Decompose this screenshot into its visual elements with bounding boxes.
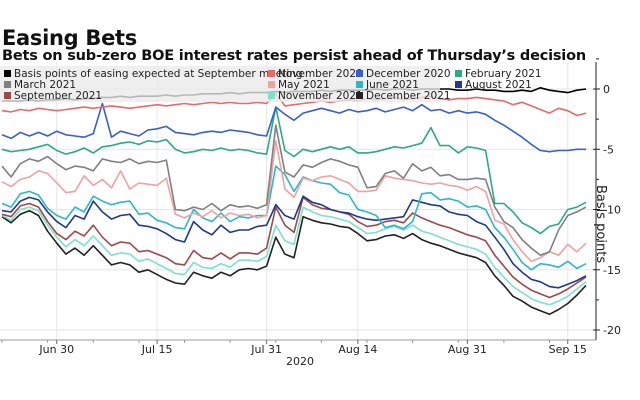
x-tick-label: Jun 30 (38, 343, 74, 356)
series-line-november-2020 (1, 93, 587, 117)
legend-swatch (356, 92, 363, 99)
series-line-december-2020 (1, 102, 586, 153)
x-tick-label: Jul 31 (250, 343, 282, 356)
legend-label: September 2021 (14, 90, 103, 102)
y-axis-label: Basis points (593, 185, 608, 264)
legend: Basis points of easing expected at Septe… (0, 66, 542, 102)
legend-swatch (455, 81, 462, 88)
y-tick-label: -20 (603, 324, 621, 337)
legend-item: November 2020 (268, 69, 363, 80)
x-axis-label: 2020 (286, 355, 314, 368)
legend-label: May 2021 (278, 79, 330, 91)
legend-swatch (268, 81, 275, 88)
legend-item: August 2021 (455, 80, 532, 91)
x-tick-label: Aug 14 (338, 343, 377, 356)
series-line-march-2021 (1, 124, 587, 257)
legend-swatch (4, 92, 11, 99)
x-tick-label: Aug 31 (448, 343, 487, 356)
legend-item: February 2021 (455, 69, 542, 80)
legend-label: Basis points of easing expected at Septe… (14, 68, 303, 80)
legend-swatch (356, 81, 363, 88)
legend-label: June 2021 (366, 79, 419, 91)
legend-label: August 2021 (465, 79, 532, 91)
legend-item: November 2021 (268, 91, 363, 102)
legend-label: December 2021 (366, 90, 451, 102)
legend-label: March 2021 (14, 79, 77, 91)
legend-item: May 2021 (268, 80, 330, 91)
series-line-june-2021 (1, 165, 587, 271)
series-line-august-2021 (1, 195, 587, 289)
y-tick-label: -5 (603, 143, 614, 156)
legend-item: March 2021 (4, 80, 76, 91)
legend-item: December 2020 (356, 69, 451, 80)
chart-subtitle: Bets on sub-zero BOE interest rates pers… (2, 48, 586, 64)
y-tick-label: -15 (603, 264, 621, 277)
legend-swatch (4, 70, 11, 77)
legend-swatch (455, 70, 462, 77)
x-tick-label: Sep 15 (549, 343, 587, 356)
legend-swatch (268, 92, 275, 99)
legend-item: December 2021 (356, 91, 451, 102)
series-line-may-2021 (1, 140, 587, 263)
y-tick-label: 0 (603, 83, 610, 96)
legend-swatch (268, 70, 275, 77)
legend-swatch (4, 81, 11, 88)
legend-label: November 2021 (278, 90, 363, 102)
legend-swatch (356, 70, 363, 77)
series-line-september-2021 (1, 196, 587, 299)
x-tick-label: Jul 15 (141, 343, 173, 356)
legend-label: February 2021 (465, 68, 542, 80)
legend-item: June 2021 (356, 80, 419, 91)
y-tick-label: -10 (603, 204, 621, 217)
legend-label: November 2020 (278, 68, 363, 80)
series-line-december-2021 (1, 209, 587, 316)
legend-item: September 2021 (4, 91, 102, 102)
series-line-november-2021 (1, 206, 587, 306)
legend-label: December 2020 (366, 68, 451, 80)
chart-title: Easing Bets (2, 26, 137, 50)
legend-item: Basis points of easing expected at Septe… (4, 69, 303, 80)
series-line-february-2021 (1, 106, 587, 235)
